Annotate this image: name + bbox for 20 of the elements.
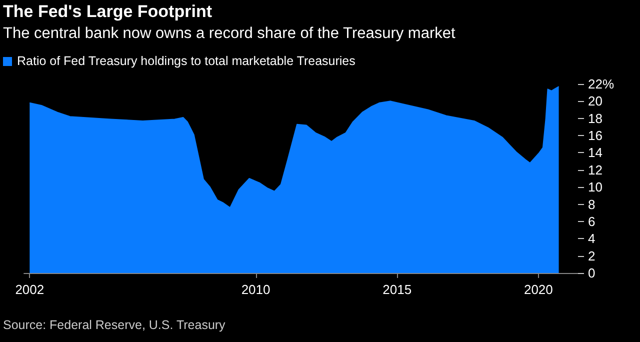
legend-label: Ratio of Fed Treasury holdings to total marketable Treasuries xyxy=(17,54,356,68)
y-tick-label: 12 xyxy=(588,162,602,178)
x-tick-label: 2002 xyxy=(15,282,44,297)
chart-subtitle: The central bank now owns a record share of the Treasury market xyxy=(3,25,456,43)
x-tick-label: 2010 xyxy=(241,282,270,297)
y-tick-label: 18 xyxy=(588,110,602,126)
y-tick-label: 8 xyxy=(588,196,596,212)
chart-title: The Fed's Large Footprint xyxy=(3,2,212,22)
y-tick-label: 22% xyxy=(588,76,614,92)
y-tick-label: 20 xyxy=(588,94,602,109)
source-note: Source: Federal Reserve, U.S. Treasury xyxy=(3,318,226,332)
y-tick-label: 2 xyxy=(588,248,596,264)
y-tick-label: 4 xyxy=(588,231,596,246)
y-tick-label: 6 xyxy=(588,214,596,229)
y-tick-label: 0 xyxy=(588,266,596,280)
y-tick-label: 10 xyxy=(588,180,602,195)
x-tick-label: 2015 xyxy=(382,282,412,297)
y-tick-label: 16 xyxy=(588,128,602,144)
x-tick-label: 2020 xyxy=(524,282,553,297)
y-tick-label: 14 xyxy=(588,145,602,160)
